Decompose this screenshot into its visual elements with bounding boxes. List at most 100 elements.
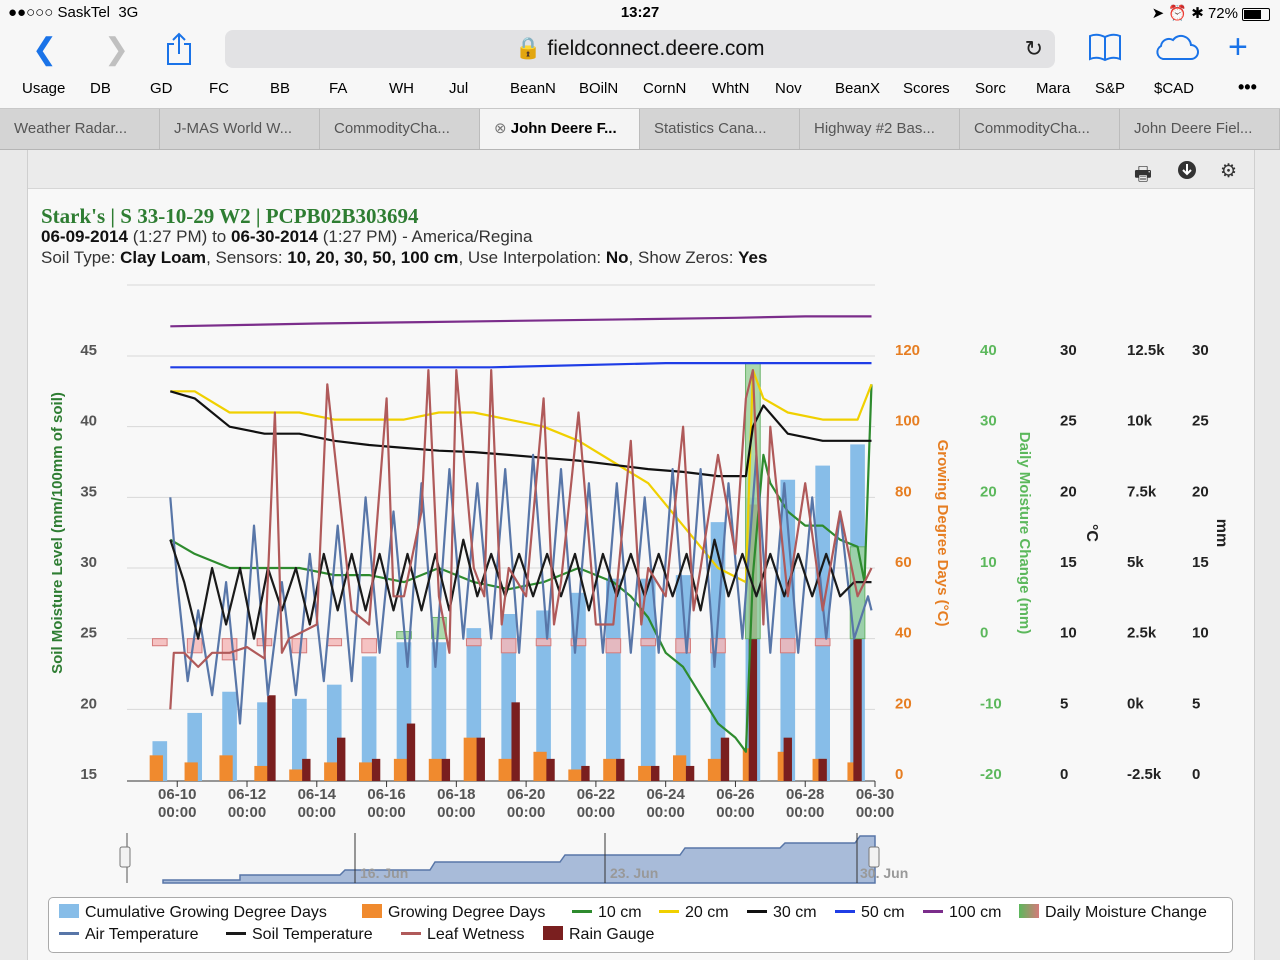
new-tab-icon[interactable]: + — [1228, 28, 1248, 66]
legend-item[interactable]: 30 cm — [747, 904, 817, 922]
back-icon[interactable]: ❮ — [32, 33, 58, 66]
bar-growing-degree-days — [638, 765, 652, 781]
date-range: 06-09-2014 (1:27 PM) to 06-30-2014 (1:27… — [41, 227, 532, 247]
legend-item[interactable]: Air Temperature — [59, 926, 199, 944]
x-tick-time: 00:00 — [367, 804, 405, 821]
tab-0[interactable]: Weather Radar... — [0, 109, 160, 149]
bookmark-15[interactable]: Sorc — [975, 80, 1006, 97]
y-tick-leaf: 2.5k — [1127, 625, 1157, 642]
bookmark-13[interactable]: BeanX — [835, 80, 881, 97]
bookmark-8[interactable]: BeanN — [510, 80, 556, 97]
legend-item[interactable]: 100 cm — [923, 904, 1001, 922]
bar-growing-degree-days — [359, 762, 373, 781]
bookmark-7[interactable]: Jul — [449, 80, 469, 97]
tab-1[interactable]: J-MAS World W... — [160, 109, 320, 149]
bookmark-10[interactable]: CornN — [643, 80, 687, 97]
tab-label: CommodityCha... — [974, 120, 1090, 137]
download-icon[interactable] — [1177, 160, 1197, 186]
legend-label: 30 cm — [773, 904, 817, 921]
legend-item[interactable]: Growing Degree Days — [362, 904, 545, 922]
close-tab-icon[interactable]: ⊗ — [494, 120, 511, 137]
sensors-label: , Sensors: — [206, 248, 283, 267]
line-leaf-wetness — [169, 369, 873, 710]
bookmark-19[interactable]: ••• — [1238, 77, 1257, 97]
bar-rain-gauge — [267, 695, 276, 781]
y-tick-daily_moisture: 20 — [980, 483, 997, 500]
tab-6[interactable]: CommodityCha... — [960, 109, 1120, 149]
tab-2[interactable]: CommodityCha... — [320, 109, 480, 149]
tab-4[interactable]: Statistics Cana... — [640, 109, 800, 149]
legend-swatch — [572, 910, 592, 913]
legend-item[interactable]: 10 cm — [572, 904, 642, 922]
legend-item[interactable]: 50 cm — [835, 904, 905, 922]
x-tick-date: 06-28 — [786, 786, 824, 803]
legend-item[interactable]: Cumulative Growing Degree Days — [59, 904, 327, 922]
legend-item[interactable]: 20 cm — [659, 904, 729, 922]
bookmark-11[interactable]: WhtN — [712, 80, 750, 97]
soil-type-label: Soil Type: — [41, 248, 116, 267]
tab-5[interactable]: Highway #2 Bas... — [800, 109, 960, 149]
bookmark-6[interactable]: WH — [389, 80, 414, 97]
bookmark-18[interactable]: $CAD — [1154, 80, 1195, 97]
legend-swatch — [226, 932, 246, 935]
forward-icon[interactable]: ❯ — [104, 33, 130, 66]
bookmark-14[interactable]: Scores — [903, 80, 950, 97]
share-icon[interactable] — [165, 32, 193, 74]
bar-rain-gauge — [371, 758, 381, 781]
y-tick-rain: 15 — [1192, 554, 1209, 571]
start-time: (1:27 PM) — [132, 227, 208, 246]
y-tick-leaf: 5k — [1127, 554, 1144, 571]
bookmark-4[interactable]: BB — [270, 80, 291, 97]
legend-item[interactable]: Leaf Wetness — [401, 926, 525, 944]
tab-3[interactable]: ⊗ John Deere F... — [480, 109, 640, 149]
legend-label: Growing Degree Days — [388, 904, 546, 921]
x-tick-date: 06-16 — [367, 786, 405, 803]
bookmark-1[interactable]: DB — [90, 80, 111, 97]
bookmark-5[interactable]: FA — [329, 80, 348, 97]
bookmark-0[interactable]: Usage — [22, 80, 66, 97]
y-tick-soil_moisture: 40 — [80, 413, 97, 430]
bookmarks-icon[interactable] — [1088, 32, 1122, 70]
legend-item[interactable]: Rain Gauge — [543, 926, 654, 944]
navigator-series — [162, 835, 876, 884]
y-tick-leaf: 10k — [1127, 413, 1153, 430]
url-bar[interactable]: 🔒 fieldconnect.deere.com ↻ — [225, 30, 1055, 68]
bookmark-12[interactable]: Nov — [775, 80, 802, 97]
y-tick-leaf: 7.5k — [1127, 483, 1157, 500]
settings-icon[interactable]: ⚙ — [1220, 161, 1238, 182]
y-tick-leaf: -2.5k — [1127, 766, 1162, 783]
line-30-cm — [169, 390, 872, 478]
x-tick-date: 06-24 — [646, 786, 685, 803]
bar-growing-degree-days — [463, 737, 477, 781]
navigator-handle-left[interactable] — [119, 846, 131, 868]
y-tick-gdd: 20 — [895, 695, 912, 712]
bar-growing-degree-days — [184, 762, 198, 781]
y-tick-leaf: 12.5k — [1127, 342, 1165, 359]
x-tick-time: 00:00 — [228, 804, 266, 821]
legend-item[interactable]: Soil Temperature — [226, 926, 373, 944]
range-navigator — [119, 833, 880, 884]
cloud-tabs-icon[interactable] — [1153, 32, 1199, 70]
bar-growing-degree-days — [672, 755, 687, 781]
bookmark-3[interactable]: FC — [209, 80, 229, 97]
y-tick-soil_moisture: 35 — [80, 483, 97, 500]
bar-growing-degree-days — [289, 769, 303, 781]
bookmark-16[interactable]: Mara — [1036, 80, 1071, 97]
legend-item[interactable]: Daily Moisture Change — [1019, 904, 1207, 922]
navigator-handle-right[interactable] — [868, 846, 880, 868]
x-tick-time: 00:00 — [577, 804, 615, 821]
bar-cumulative-growing-degree-days — [606, 578, 621, 781]
reload-icon[interactable]: ↻ — [1024, 36, 1043, 61]
navigator-label: 16. Jun — [360, 865, 408, 881]
legend-label: 50 cm — [861, 904, 905, 921]
bar-cumulative-growing-degree-days — [675, 575, 691, 781]
y-tick-temp: 5 — [1060, 695, 1068, 712]
x-tick-time: 00:00 — [716, 804, 754, 821]
bookmark-9[interactable]: BOilN — [579, 80, 619, 97]
bookmark-17[interactable]: S&P — [1095, 80, 1126, 97]
print-icon[interactable]: 🖶 — [1134, 164, 1152, 185]
y-axis-title-temp: °C — [1083, 524, 1100, 542]
bookmark-2[interactable]: GD — [150, 80, 173, 97]
bar-rain-gauge — [685, 765, 695, 781]
